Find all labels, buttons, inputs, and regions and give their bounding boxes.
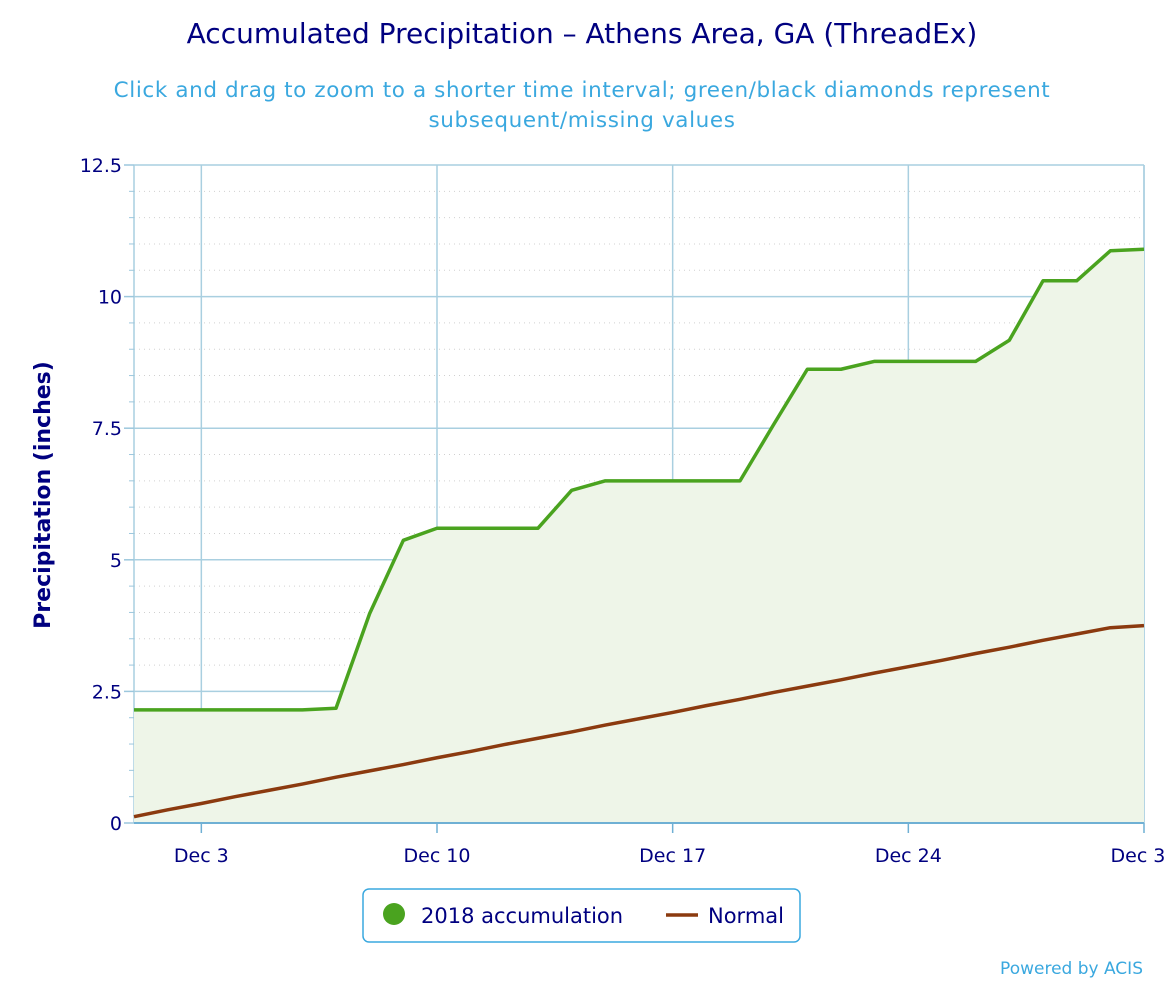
y-tick-label: 12.5	[80, 155, 122, 177]
accumulation-series-line[interactable]	[134, 247, 1145, 712]
axes: 0 2.5 5 7.5 10 12.5 Dec 3 Dec 10 Dec 17 Dec 24 Dec…	[80, 155, 1164, 867]
x-tick-label: Dec 17	[639, 845, 706, 867]
chart-title: Accumulated Precipitation – Athens Area,…	[187, 17, 978, 50]
plot-area[interactable]	[133, 247, 1145, 823]
x-tick-label: Dec 10	[404, 845, 471, 867]
legend-marker-2018-accumulation	[383, 903, 405, 925]
y-tick-label: 0	[110, 813, 122, 835]
accumulation-area	[134, 249, 1144, 823]
legend-label-normal: Normal	[708, 904, 784, 928]
y-tick-label: 5	[110, 550, 122, 572]
y-tick-label: 10	[98, 287, 122, 309]
legend[interactable]: 2018 accumulation Normal	[362, 888, 801, 943]
chart-subtitle-line-1: Click and drag to zoom to a shorter time…	[114, 78, 1051, 103]
chart-subtitle-line-2: subsequent/missing values	[428, 108, 735, 133]
y-tick-label: 7.5	[92, 418, 122, 440]
x-tick-label: Dec 3	[174, 845, 229, 867]
legend-label-2018-accumulation: 2018 accumulation	[421, 904, 623, 928]
legend-item-2018-accumulation[interactable]: 2018 accumulation	[383, 903, 623, 928]
x-tick-label: Dec 24	[875, 845, 942, 867]
normal-series-line[interactable]	[133, 623, 1145, 819]
y-axis-label: Precipitation (inches)	[31, 361, 56, 629]
y-tick-label: 2.5	[92, 681, 122, 703]
credit-link[interactable]: Powered by ACIS	[1000, 959, 1143, 979]
legend-box	[362, 888, 801, 943]
x-tick-label: Dec 31	[1111, 845, 1164, 867]
legend-item-normal[interactable]: Normal	[666, 904, 784, 928]
